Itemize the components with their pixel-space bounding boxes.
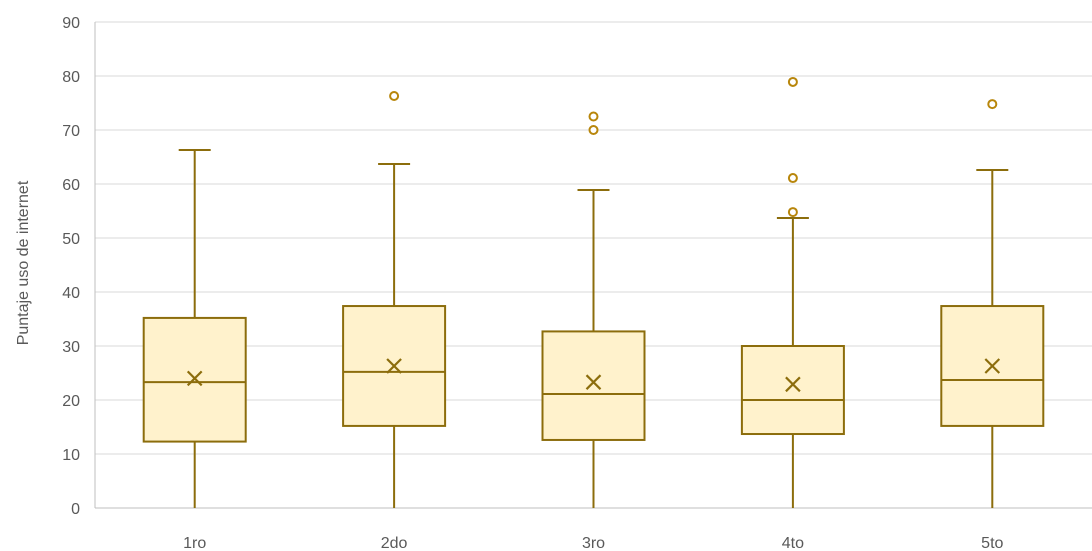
y-tick-label: 80 <box>62 69 80 86</box>
x-tick-label: 4to <box>782 535 804 551</box>
y-tick-label: 10 <box>62 447 80 464</box>
x-tick-label: 1ro <box>183 535 206 551</box>
y-tick-label: 30 <box>62 339 80 356</box>
y-tick-label: 20 <box>62 393 80 410</box>
x-tick-label: 5to <box>981 535 1003 551</box>
mean-marker <box>386 358 402 374</box>
outlier-point <box>588 111 599 122</box>
y-tick-label: 50 <box>62 231 80 248</box>
mean-marker <box>585 374 602 390</box>
y-tick-label: 60 <box>62 177 80 194</box>
mean-marker <box>984 358 1001 374</box>
box-4to <box>740 76 845 508</box>
y-tick-label: 0 <box>71 501 80 518</box>
box-2do <box>342 90 447 508</box>
iqr-box <box>541 330 646 441</box>
y-axis-title: Puntaje uso de internet <box>15 180 32 345</box>
outlier-point <box>987 99 998 110</box>
outlier-point <box>588 125 599 135</box>
iqr-box <box>740 345 845 436</box>
box-1ro <box>142 148 247 508</box>
mean-marker <box>785 376 801 393</box>
boxes <box>142 76 1045 508</box>
y-tick-label: 90 <box>62 15 80 32</box>
outlier-point <box>787 76 798 87</box>
mean-marker <box>186 370 203 387</box>
outlier-point <box>787 207 798 218</box>
x-tick-label: 3ro <box>582 535 605 551</box>
y-axis-ticks: 0 10 20 30 40 50 60 70 80 90 <box>62 15 80 518</box>
y-tick-label: 70 <box>62 123 80 140</box>
y-tick-label: 40 <box>62 285 80 302</box>
outlier-point <box>787 173 798 184</box>
box-5to <box>940 99 1045 508</box>
box-3ro <box>541 111 646 508</box>
outlier-point <box>389 90 400 101</box>
x-tick-label: 2do <box>381 535 408 551</box>
x-axis-ticks: 1ro 2do 3ro 4to 5to <box>183 535 1003 551</box>
